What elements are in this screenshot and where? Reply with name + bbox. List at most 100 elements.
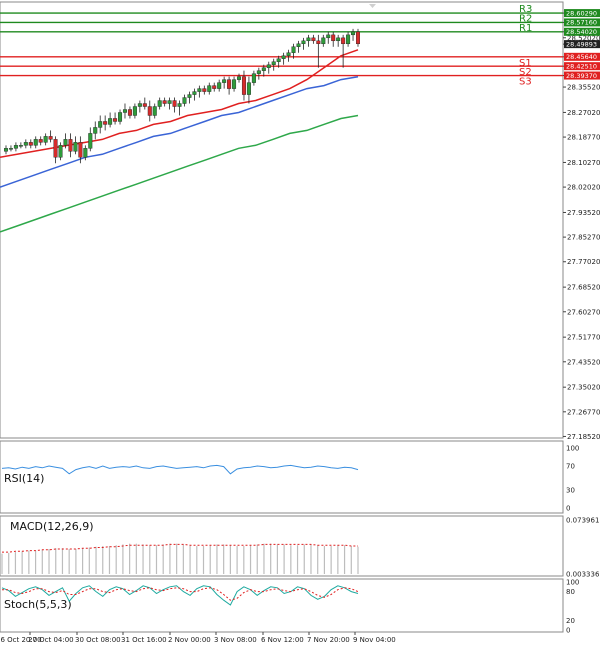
candle-bull bbox=[286, 52, 291, 56]
candle-bull bbox=[182, 97, 187, 104]
rsi-tick-label: 70 bbox=[566, 463, 575, 471]
candle-bear bbox=[227, 79, 232, 89]
candle-bull bbox=[197, 88, 202, 92]
candle-bull bbox=[271, 61, 276, 65]
candle-bear bbox=[28, 142, 33, 146]
candle-bear bbox=[142, 103, 147, 107]
candle-bull bbox=[266, 64, 271, 68]
price-tick-label: 28.27020 bbox=[567, 109, 600, 117]
price-tick-label: 27.85270 bbox=[567, 234, 600, 242]
rsi-label: RSI(14) bbox=[4, 472, 44, 485]
price-tick-label: 28.10270 bbox=[567, 159, 600, 167]
candle-bull bbox=[98, 121, 103, 128]
support-s2-badge bbox=[564, 62, 600, 71]
candle-bull bbox=[207, 85, 212, 92]
candle-bull bbox=[251, 73, 256, 83]
price-tick-label: 28.35520 bbox=[567, 84, 600, 92]
stoch-tick-label: 20 bbox=[566, 617, 575, 625]
candle-bull bbox=[33, 139, 38, 146]
candle-bull bbox=[8, 148, 13, 150]
support-s3-label: S3 bbox=[519, 77, 532, 88]
resistance-r2-label: R2 bbox=[519, 13, 532, 24]
macd-label: MACD(12,26,9) bbox=[10, 520, 94, 533]
candle-bull bbox=[246, 82, 251, 95]
candle-bull bbox=[132, 106, 137, 116]
candle-bear bbox=[147, 106, 152, 116]
x-tick-label: 27 Oct 04:00 bbox=[28, 636, 74, 644]
candle-bull bbox=[23, 142, 28, 146]
price-tick-label: 27.43520 bbox=[567, 358, 600, 366]
candle-bear bbox=[356, 31, 361, 45]
macd-signal-line bbox=[2, 543, 358, 553]
candle-bull bbox=[167, 100, 172, 104]
ma-slow-line bbox=[0, 114, 359, 233]
resistance-r3-label: R3 bbox=[519, 4, 532, 15]
price-tick-label: 27.51770 bbox=[567, 334, 600, 342]
candle-bear bbox=[311, 37, 316, 42]
ma-mid-line bbox=[0, 75, 359, 188]
candle-bull bbox=[83, 148, 88, 158]
macd-pane-frame bbox=[0, 515, 564, 577]
candle-bull bbox=[232, 79, 237, 89]
price-tick-label: 27.26770 bbox=[567, 408, 600, 416]
candle-bear bbox=[53, 139, 58, 158]
support-s2-label: S2 bbox=[519, 67, 532, 78]
candle-bull bbox=[3, 148, 8, 152]
candle-bull bbox=[187, 94, 192, 98]
candle-bull bbox=[122, 109, 127, 113]
candle-bull bbox=[63, 139, 68, 146]
x-tick-label: 31 Oct 16:00 bbox=[121, 636, 167, 644]
candle-bull bbox=[177, 103, 182, 107]
stoch-tick-label: 100 bbox=[566, 579, 579, 587]
candle-bull bbox=[306, 37, 311, 42]
resistance-r1-badge bbox=[564, 27, 600, 36]
price-tick-label: 28.02020 bbox=[567, 184, 600, 192]
candle-bull bbox=[93, 127, 98, 134]
price-tick-label: 27.60270 bbox=[567, 308, 600, 316]
candle-bull bbox=[256, 70, 261, 74]
price-tick-label: 27.93520 bbox=[567, 209, 600, 217]
x-tick-label: 2 Nov 00:00 bbox=[168, 636, 211, 644]
main-pane-frame bbox=[0, 1, 564, 439]
candle-bull bbox=[13, 145, 18, 149]
candle-bear bbox=[331, 34, 336, 42]
candle-bear bbox=[78, 142, 83, 158]
price-tick-label: 28.52020 bbox=[567, 34, 600, 42]
scroll-marker-icon[interactable] bbox=[369, 4, 376, 8]
stoch-label: Stoch(5,5,3) bbox=[4, 598, 72, 611]
candle-bull bbox=[351, 31, 356, 36]
candle-bear bbox=[103, 121, 108, 125]
candle-bear bbox=[68, 139, 73, 152]
support-s1-badge bbox=[564, 52, 600, 61]
candle-bear bbox=[202, 88, 207, 92]
candle-bear bbox=[341, 37, 346, 45]
x-tick-label: 6 Nov 12:00 bbox=[261, 636, 304, 644]
candle-bear bbox=[162, 100, 167, 104]
support-s1-label: S1 bbox=[519, 58, 532, 69]
candle-bull bbox=[276, 58, 281, 62]
price-tick-label: 28.18770 bbox=[567, 134, 600, 142]
macd-tick-label: 0.073961 bbox=[566, 517, 599, 525]
candle-bull bbox=[88, 133, 93, 149]
x-tick-label: 7 Nov 20:00 bbox=[307, 636, 350, 644]
candle-bull bbox=[43, 136, 48, 143]
candle-bear bbox=[127, 109, 132, 116]
candle-bull bbox=[192, 91, 197, 95]
resistance-r2-badge bbox=[564, 18, 600, 27]
candle-bull bbox=[321, 37, 326, 45]
candle-bull bbox=[237, 76, 242, 80]
candle-bull bbox=[118, 112, 123, 122]
candle-bull bbox=[281, 55, 286, 59]
candle-bear bbox=[113, 118, 118, 122]
support-s2-badge-text: 28.42510 bbox=[566, 62, 597, 70]
resistance-r2-badge-text: 28.57160 bbox=[566, 19, 597, 27]
current-price-badge bbox=[564, 40, 600, 49]
candle-bull bbox=[137, 103, 142, 107]
rsi-tick-label: 30 bbox=[566, 487, 575, 495]
candle-bull bbox=[73, 142, 78, 152]
x-tick-label: 9 Nov 04:00 bbox=[353, 636, 396, 644]
price-tick-label: 27.68520 bbox=[567, 284, 600, 292]
support-s1-badge-text: 28.45640 bbox=[566, 53, 597, 61]
candle-bull bbox=[346, 34, 351, 45]
